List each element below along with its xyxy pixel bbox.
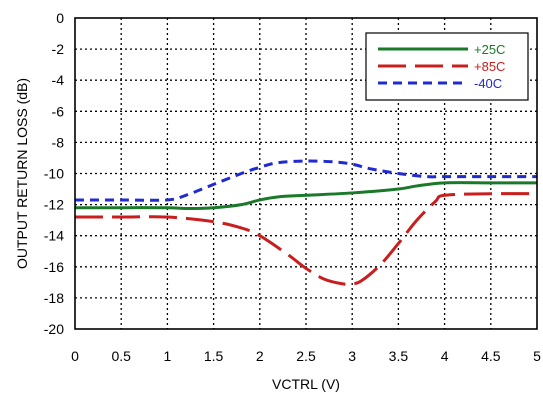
x-tick-label: 3.5	[389, 348, 409, 364]
y-tick-label: -6	[52, 103, 65, 119]
y-tick-label: -10	[44, 166, 64, 182]
x-tick-label: 0.5	[111, 348, 131, 364]
legend-label: -40C	[474, 76, 502, 91]
x-tick-label: 3	[348, 348, 356, 364]
x-tick-label: 4	[441, 348, 449, 364]
legend-label: +85C	[474, 59, 505, 74]
y-tick-label: -2	[52, 41, 65, 57]
x-tick-label: 5	[533, 348, 541, 364]
x-tick-label: 1	[164, 348, 172, 364]
y-tick-label: -18	[44, 290, 64, 306]
x-tick-label: 2	[256, 348, 264, 364]
y-axis-label: OUTPUT RETURN LOSS (dB)	[14, 78, 30, 269]
y-tick-label: -4	[52, 72, 65, 88]
y-tick-label: 0	[56, 10, 64, 26]
x-tick-label: 0	[71, 348, 79, 364]
series-line-1	[75, 192, 538, 286]
y-tick-label: -20	[44, 321, 64, 337]
y-tick-label: -8	[52, 134, 65, 150]
series-line-0	[75, 181, 537, 210]
y-tick-label: -16	[44, 259, 64, 275]
series-line-2	[75, 159, 537, 202]
x-tick-label: 2.5	[296, 348, 316, 364]
x-tick-label: 1.5	[204, 348, 224, 364]
series-lines	[75, 159, 538, 286]
y-tick-label: -12	[44, 197, 64, 213]
y-tick-label: -14	[44, 228, 64, 244]
x-axis-label: VCTRL (V)	[272, 376, 340, 392]
plot-frame	[74, 17, 538, 330]
legend: +25C +85C -40C	[365, 32, 529, 101]
x-tick-label: 4.5	[481, 348, 501, 364]
y-tick-labels: 0 -2 -4 -6 -8 -10 -12 -14 -16 -18 -20	[44, 10, 64, 337]
legend-label: +25C	[474, 42, 505, 57]
x-tick-labels: 0 0.5 1 1.5 2 2.5 3 3.5 4 4.5 5	[71, 348, 541, 364]
